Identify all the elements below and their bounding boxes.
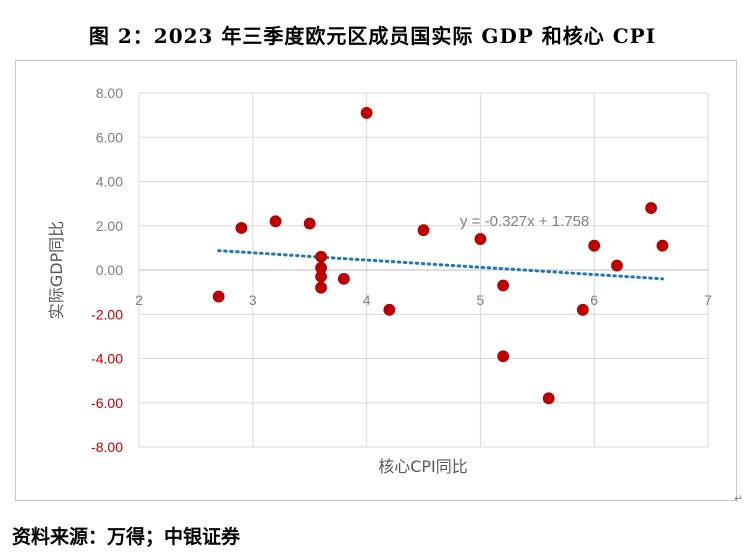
end-mark: ↵ (734, 492, 744, 505)
data-point (474, 233, 487, 245)
y-tick-label: -2.00 (91, 306, 123, 322)
data-point (542, 392, 555, 405)
y-tick-label: 0.00 (96, 262, 123, 278)
figure-title: 图 2：2023 年三季度欧元区成员国实际 GDP 和核心 CPI (88, 24, 657, 48)
data-point (303, 217, 316, 230)
data-point (588, 239, 601, 252)
data-point (360, 107, 373, 119)
data-point (315, 281, 327, 294)
y-tick-label: -8.00 (91, 439, 123, 455)
trendline (217, 249, 664, 281)
y-tick-label: -4.00 (91, 351, 123, 367)
y-tick-label: 4.00 (96, 174, 123, 190)
data-point (269, 215, 282, 228)
x-tick-label: 3 (249, 292, 257, 308)
data-point (611, 259, 623, 272)
trendline-equation: y = -0.327x + 1.758 (460, 213, 589, 230)
data-point (497, 279, 510, 292)
x-tick-label: 2 (135, 292, 143, 308)
data-point (576, 303, 589, 316)
y-tick-label: 6.00 (96, 129, 123, 145)
data-point (212, 290, 225, 303)
y-axis-title: 实际GDP同比 (47, 221, 66, 319)
x-axis-title: 核心CPI同比 (378, 457, 468, 476)
data-point (315, 270, 327, 283)
data-point (337, 272, 350, 285)
x-tick-label: 5 (477, 292, 485, 308)
source-note: 资料来源：万得；中银证券 (12, 526, 241, 548)
data-point (417, 224, 430, 237)
y-tick-label: 8.00 (96, 85, 123, 101)
data-point (656, 239, 669, 252)
data-point (383, 303, 396, 316)
data-point (315, 250, 327, 263)
x-tick-label: 7 (704, 292, 712, 308)
data-point (235, 222, 248, 234)
y-tick-label: -6.00 (91, 395, 123, 411)
x-tick-label: 4 (363, 292, 371, 308)
x-tick-label: 6 (590, 292, 598, 308)
data-point (497, 350, 510, 363)
chart-frame (15, 60, 737, 501)
data-point (645, 202, 657, 214)
y-tick-label: 2.00 (96, 218, 123, 234)
